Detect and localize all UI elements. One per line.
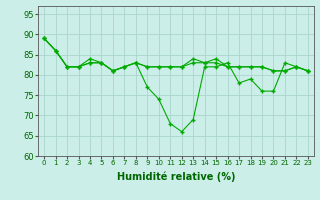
X-axis label: Humidité relative (%): Humidité relative (%)	[117, 172, 235, 182]
